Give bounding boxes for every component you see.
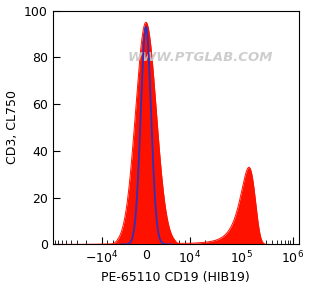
X-axis label: PE-65110 CD19 (HIB19): PE-65110 CD19 (HIB19) (101, 271, 250, 284)
Y-axis label: CD3, CL750: CD3, CL750 (6, 90, 19, 164)
Text: WWW.PTGLAB.COM: WWW.PTGLAB.COM (128, 51, 273, 64)
